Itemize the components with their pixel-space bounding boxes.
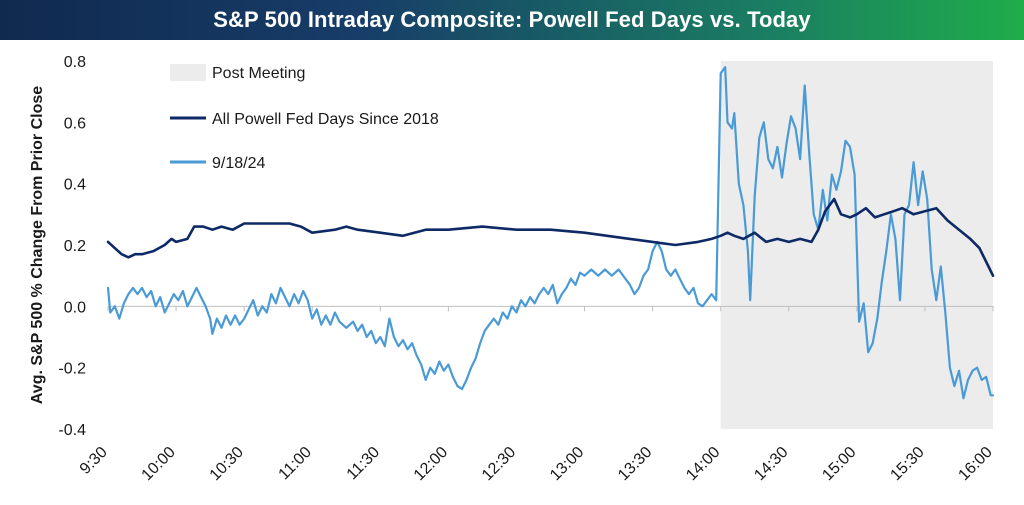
legend-swatch-post-meeting [170, 64, 206, 81]
y-tick-label: 0.2 [64, 238, 86, 255]
x-tick-label: 15:30 [887, 444, 927, 484]
x-tick-label: 13:00 [547, 444, 587, 484]
y-tick-label: 0.4 [64, 177, 86, 194]
legend-label-powell-fed-days: All Powell Fed Days Since 2018 [212, 111, 439, 128]
x-tick-label: 12:00 [411, 444, 451, 484]
x-tick-label: 11:30 [344, 444, 384, 484]
x-tick-label: 14:30 [751, 444, 791, 484]
x-tick-label: 10:30 [207, 444, 247, 484]
x-tick-label: 12:30 [479, 444, 519, 484]
x-tick-label: 9:30 [77, 444, 111, 478]
y-tick-label: -0.2 [58, 361, 86, 378]
legend-label-9-18-24: 9/18/24 [212, 155, 265, 172]
x-tick-label: 14:00 [683, 444, 723, 484]
y-tick-label: -0.4 [58, 422, 86, 439]
x-tick-label: 10:00 [139, 444, 179, 484]
chart-title: S&P 500 Intraday Composite: Powell Fed D… [213, 7, 811, 32]
x-tick-label: 13:30 [615, 444, 655, 484]
chart-title-bar: S&P 500 Intraday Composite: Powell Fed D… [0, 0, 1024, 40]
y-tick-label: 0.0 [64, 299, 86, 316]
y-axis-label: Avg. S&P 500 % Change From Prior Close [29, 86, 46, 404]
x-tick-label: 15:00 [819, 444, 859, 484]
x-tick-label: 11:00 [276, 444, 316, 484]
y-tick-label: 0.8 [64, 54, 86, 71]
x-tick-label: 16:00 [955, 444, 995, 484]
series-line-9-18-24 [106, 66, 995, 400]
series-line-powell-fed-days [106, 197, 995, 277]
legend-label-post-meeting: Post Meeting [212, 65, 305, 82]
y-tick-label: 0.6 [64, 115, 86, 132]
